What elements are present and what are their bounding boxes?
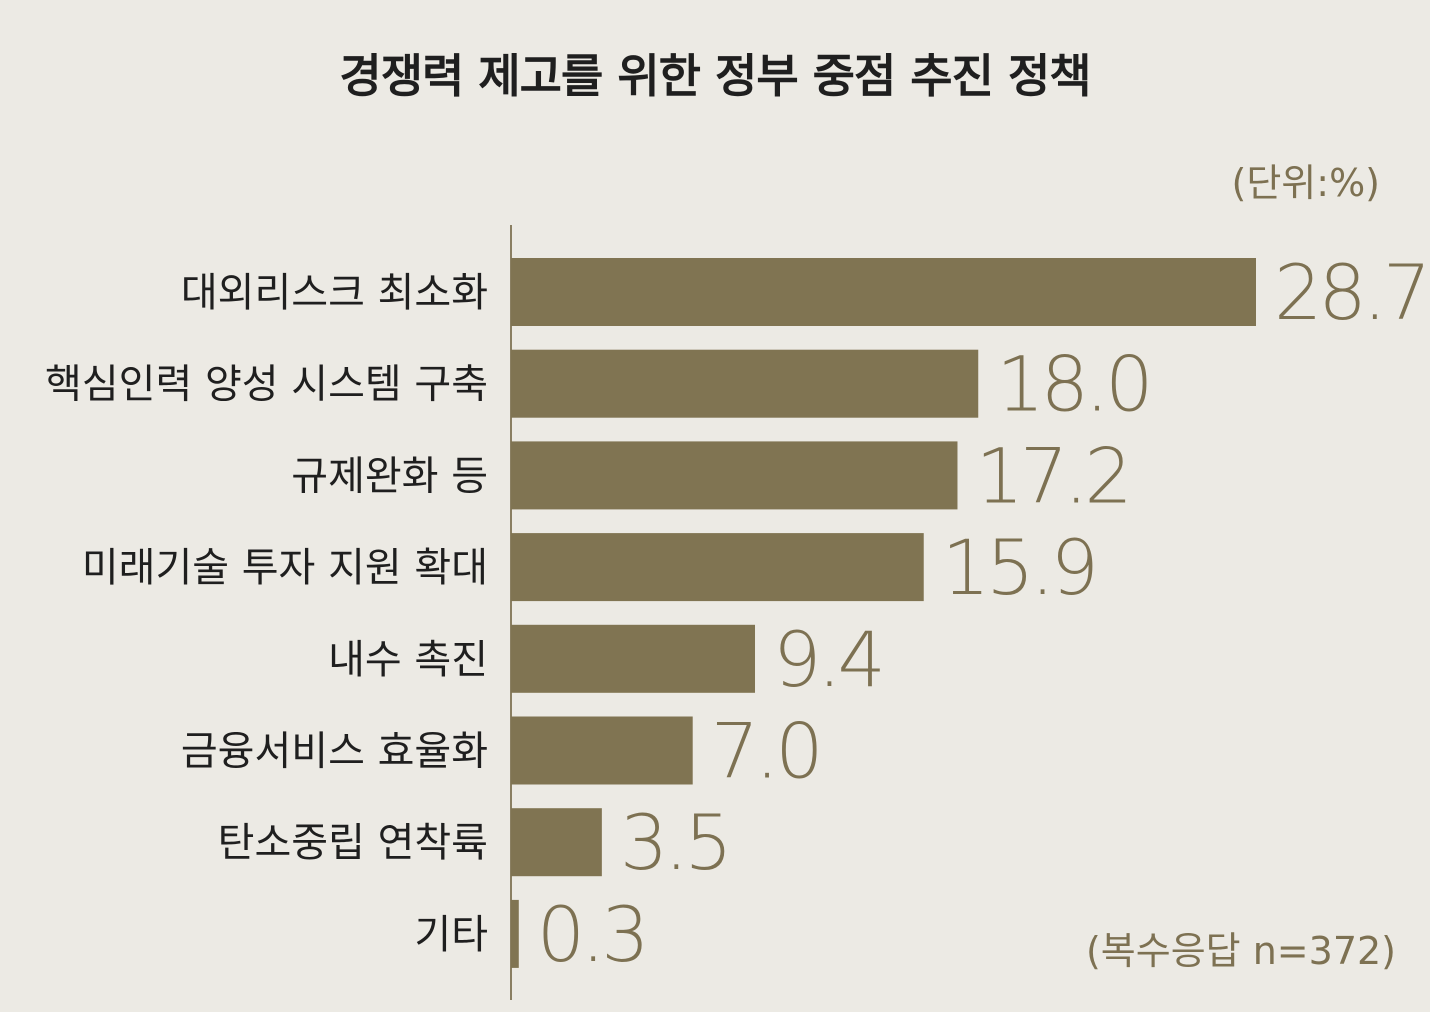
- category-label: 기타: [414, 912, 488, 958]
- category-label: 내수 촉진: [328, 637, 488, 683]
- category-label: 대외리스크 최소화: [181, 270, 488, 316]
- category-label: 탄소중립 연착륙: [218, 820, 488, 866]
- value-label: 3.5: [620, 798, 729, 887]
- value-label: 17.2: [975, 431, 1128, 520]
- bar: [511, 533, 924, 602]
- category-label: 금융서비스 효율화: [181, 729, 488, 775]
- value-label: 0.3: [537, 890, 646, 979]
- bar: [511, 441, 958, 510]
- response-note: (복수응답 n=372): [1085, 929, 1396, 973]
- value-label: 18.0: [996, 340, 1149, 429]
- value-label: 9.4: [773, 615, 882, 704]
- bar: [511, 716, 693, 785]
- bar: [511, 349, 979, 418]
- category-label: 규제완화 등: [291, 453, 488, 499]
- bar: [511, 899, 519, 968]
- value-label: 7.0: [711, 707, 820, 796]
- bar: [511, 624, 756, 693]
- unit-label: (단위:%): [1231, 161, 1380, 205]
- category-label: 핵심인력 양성 시스템 구축: [45, 362, 488, 408]
- category-label: 미래기술 투자 지원 확대: [82, 545, 488, 591]
- value-label: 15.9: [942, 523, 1095, 612]
- bar: [511, 808, 602, 877]
- bar: [511, 258, 1256, 326]
- value-label: 28.7: [1274, 248, 1427, 337]
- chart-title: 경쟁력 제고를 위한 정부 중점 추진 정책: [339, 49, 1091, 103]
